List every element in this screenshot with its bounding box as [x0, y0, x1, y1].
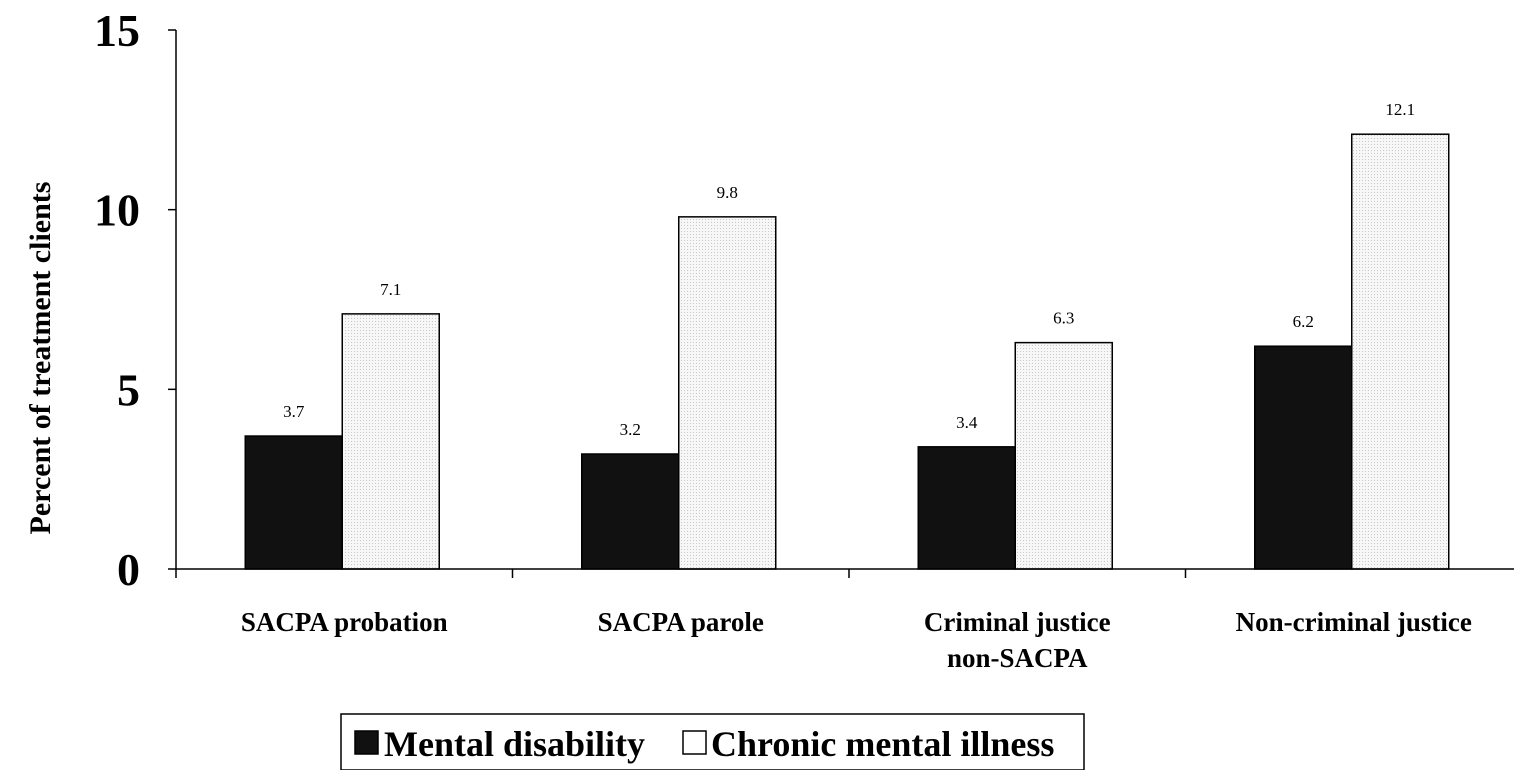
legend-label: Mental disability: [384, 724, 645, 764]
bar-chronic-mental-illness: [341, 313, 440, 570]
legend-swatch: [682, 730, 707, 755]
axes: [168, 29, 1514, 578]
data-label: 12.1: [1385, 100, 1415, 119]
bar-chronic-mental-illness: [678, 216, 777, 570]
bar-chronic-mental-illness: [1014, 341, 1113, 570]
data-label: 7.1: [380, 280, 401, 299]
y-tick-label: 5: [117, 364, 140, 415]
bar-mental-disability: [1254, 345, 1353, 570]
category-label: Criminal justice: [924, 607, 1111, 637]
data-label: 3.4: [956, 413, 978, 432]
bar-chronic-mental-illness: [1351, 133, 1450, 570]
y-tick-label: 10: [94, 185, 140, 236]
legend: Mental disability Chronic mental illness: [340, 713, 1085, 770]
bars: [244, 133, 1450, 570]
data-label: 9.8: [717, 183, 738, 202]
data-label: 3.7: [283, 402, 305, 421]
y-axis-title: Percent of treatment clients: [24, 182, 57, 535]
category-label: SACPA probation: [241, 607, 448, 637]
legend-label: Chronic mental illness: [711, 724, 1054, 764]
legend-swatch: [354, 730, 379, 755]
labels: 3.7 7.1 SACPA probation 3.2 9.8 SACPA parole 3…: [94, 5, 1472, 673]
bar-mental-disability: [581, 453, 680, 570]
bar-mental-disability: [917, 446, 1016, 570]
data-label: 3.2: [620, 420, 641, 439]
data-label: 6.3: [1053, 309, 1074, 328]
category-label: SACPA parole: [598, 607, 764, 637]
category-label: Non-criminal justice: [1236, 607, 1472, 637]
category-label: non-SACPA: [947, 643, 1088, 673]
legend-box: [340, 713, 1085, 770]
y-tick-label: 15: [94, 5, 140, 56]
bar-mental-disability: [244, 435, 343, 570]
y-tick-label: 0: [117, 544, 140, 595]
data-label: 6.2: [1293, 312, 1314, 331]
